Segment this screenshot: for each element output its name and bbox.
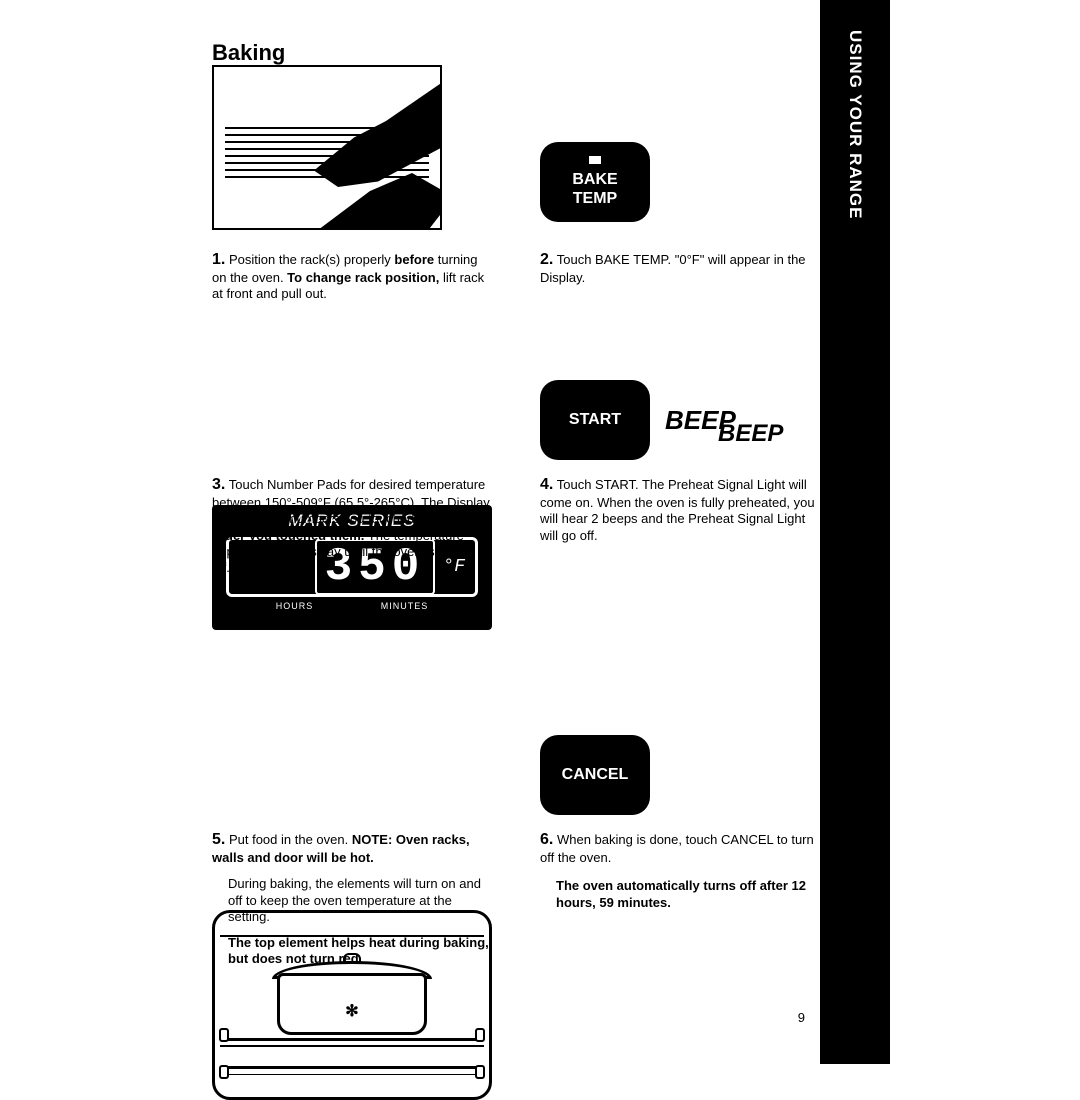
page-number: 9	[798, 1010, 805, 1025]
page: USING YOUR RANGE Baking 1. Position the …	[0, 0, 1080, 1064]
step-5-num: 5.	[212, 831, 225, 848]
page-title: Baking	[212, 40, 285, 66]
step-4-num: 4.	[540, 476, 553, 493]
cancel-label: CANCEL	[562, 765, 629, 784]
beep-text-2: BEEP	[718, 420, 783, 448]
start-label: START	[569, 410, 621, 429]
step-3-text: 3. Touch Number Pads for desired tempera…	[212, 475, 492, 576]
rack-illustration	[212, 65, 442, 230]
minutes-label: MINUTES	[381, 601, 429, 611]
step-2-text: 2. Touch BAKE TEMP. "0°F" will appear in…	[540, 250, 820, 286]
bake-temp-button-wrap: BAKE TEMP	[540, 142, 820, 222]
hours-label: HOURS	[276, 601, 314, 611]
lcd-labels: HOURS MINUTES	[212, 601, 492, 611]
bake-temp-line2: TEMP	[573, 189, 617, 208]
cancel-button[interactable]: CANCEL	[540, 735, 650, 815]
pot-decor-icon: ✻	[345, 1001, 358, 1021]
step-4-text: 4. Touch START. The Preheat Signal Light…	[540, 475, 820, 544]
indicator-icon	[589, 156, 601, 164]
step-5-text: 5. Put food in the oven. NOTE: Oven rack…	[212, 830, 492, 968]
step-1-num: 1.	[212, 251, 225, 268]
cancel-button-wrap: CANCEL	[540, 735, 820, 815]
step-3-num: 3.	[212, 476, 225, 493]
step-2-num: 2.	[540, 251, 553, 268]
start-button[interactable]: START	[540, 380, 650, 460]
sidebar: USING YOUR RANGE	[820, 0, 890, 1064]
step-6-num: 6.	[540, 831, 553, 848]
bake-temp-line1: BAKE	[572, 170, 617, 189]
sidebar-label: USING YOUR RANGE	[845, 30, 865, 220]
step-6-text: 6. When baking is done, touch CANCEL to …	[540, 830, 820, 911]
bake-temp-button[interactable]: BAKE TEMP	[540, 142, 650, 222]
step-1-text: 1. Position the rack(s) properly before …	[212, 250, 492, 303]
